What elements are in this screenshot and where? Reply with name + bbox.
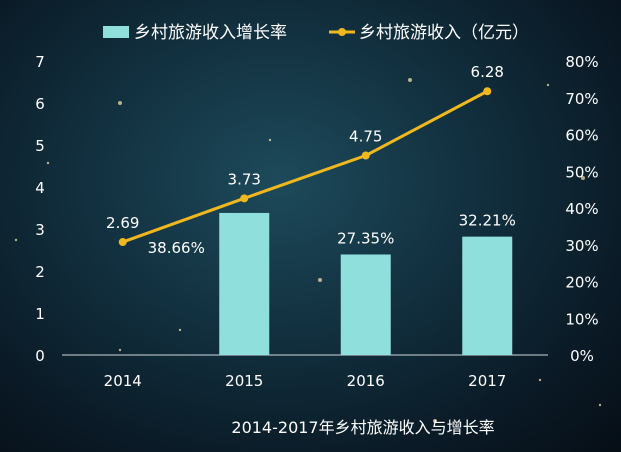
x-axis-tick: 2017 — [468, 372, 506, 390]
right-axis-tick: 70% — [565, 90, 598, 108]
legend-bar-swatch — [103, 26, 129, 38]
star-decoration — [14, 238, 18, 242]
right-axis-tick: 20% — [565, 274, 598, 292]
line-label: 6.28 — [471, 63, 504, 81]
chart-title: 2014-2017年乡村旅游收入与增长率 — [231, 418, 494, 437]
x-axis-tick: 2014 — [104, 372, 142, 390]
line-series — [122, 89, 488, 244]
star-decoration — [408, 78, 412, 82]
x-axis-tick: 2016 — [347, 372, 385, 390]
right-axis-tick: 50% — [565, 163, 598, 181]
right-axis-tick: 40% — [565, 200, 598, 218]
bar-label: 27.35% — [337, 229, 394, 247]
legend-line-label: 乡村旅游收入（亿元） — [359, 23, 529, 43]
left-axis-tick: 1 — [35, 305, 45, 323]
left-axis-tick: 5 — [35, 137, 45, 155]
left-axis-tick: 0 — [35, 347, 45, 365]
line-label: 2.69 — [106, 214, 139, 232]
star-decoration — [318, 278, 322, 282]
right-axis-tick: 30% — [565, 237, 598, 255]
line-point — [483, 87, 492, 96]
star-decoration — [46, 161, 50, 165]
left-axis-tick: 4 — [35, 179, 45, 197]
right-axis-tick: 10% — [565, 310, 598, 328]
legend-line-marker — [338, 28, 346, 36]
line-point — [118, 238, 127, 247]
bar — [462, 236, 513, 355]
star-decoration — [118, 101, 122, 105]
line-label: 4.75 — [349, 128, 382, 146]
bar — [219, 212, 270, 355]
legend-bar-label: 乡村旅游收入增长率 — [134, 23, 287, 43]
right-axis-tick: 60% — [565, 127, 598, 145]
left-axis-tick: 2 — [35, 263, 45, 281]
star-decoration — [268, 138, 272, 142]
left-axis-tick: 3 — [35, 221, 45, 239]
bar-label: 32.21% — [459, 212, 516, 230]
left-axis-tick: 6 — [35, 95, 45, 113]
bar — [340, 254, 391, 355]
star-decoration — [118, 348, 122, 352]
bar-label: 38.66% — [148, 239, 205, 257]
line-point — [361, 151, 370, 160]
right-axis-tick: 0% — [570, 347, 594, 365]
star-decoration — [546, 83, 550, 87]
line-point — [240, 194, 249, 203]
star-decoration — [598, 403, 602, 407]
star-decoration — [538, 378, 542, 382]
star-decoration — [178, 328, 182, 332]
star-decoration — [433, 419, 437, 423]
x-axis-tick: 2015 — [225, 372, 263, 390]
right-axis-tick: 80% — [565, 53, 598, 71]
left-axis-tick: 7 — [35, 53, 45, 71]
star-decoration — [581, 176, 585, 180]
line-label: 3.73 — [228, 170, 261, 188]
